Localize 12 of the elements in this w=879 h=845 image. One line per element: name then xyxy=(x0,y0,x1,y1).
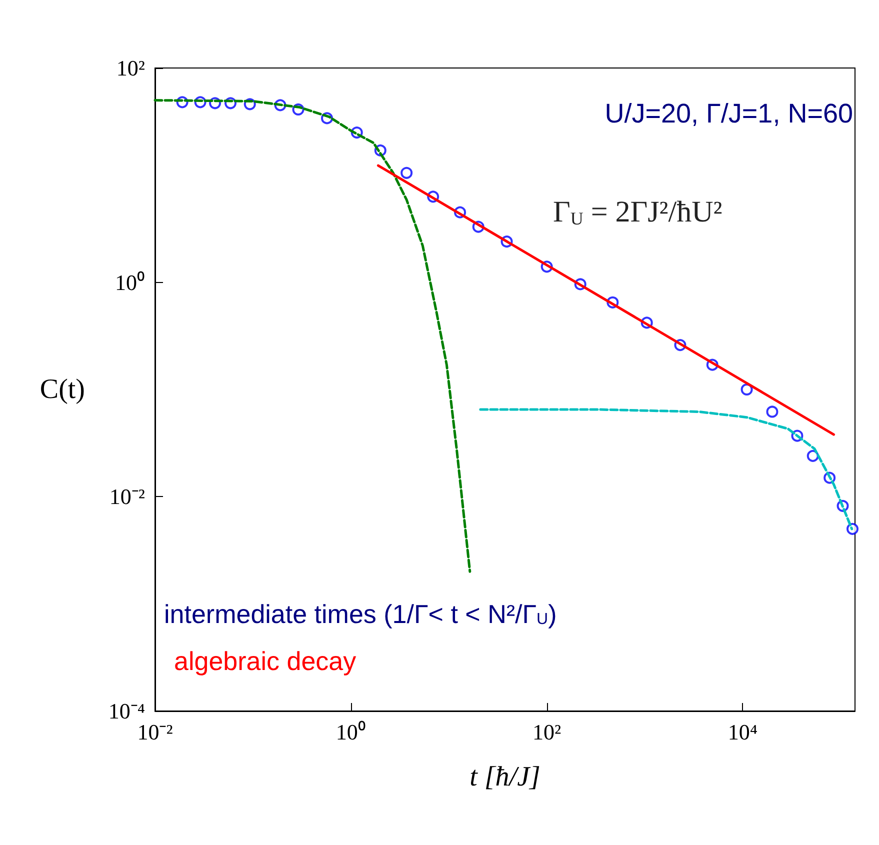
y-tick-label: 10² xyxy=(116,56,146,80)
annotation: ΓU = 2ΓJ²/ħU² xyxy=(553,195,722,228)
x-tick-label: 10⁴ xyxy=(728,720,758,744)
y-axis-title: C(t) xyxy=(40,374,85,405)
y-tick-label: 10⁰ xyxy=(115,270,145,295)
annotation: U/J=20, Γ/J=1, N=60 xyxy=(604,98,853,128)
x-tick-label: 10⁰ xyxy=(336,720,366,744)
annotation: intermediate times (1/Γ< t < N²/ΓU) xyxy=(164,598,557,629)
x-tick-label: 10² xyxy=(532,720,562,744)
x-axis-title: t [ħ/J] xyxy=(470,762,540,792)
y-tick-label: 10⁻² xyxy=(109,484,146,510)
annotation: algebraic decay xyxy=(174,646,356,676)
